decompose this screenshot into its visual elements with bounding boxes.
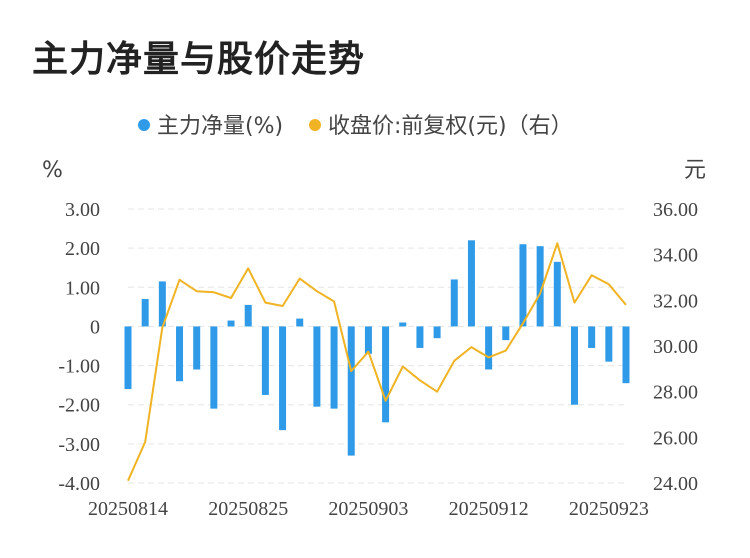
left-tick-label: -3.00 (58, 434, 100, 456)
chart-title: 主力净量与股价走势 (32, 39, 366, 80)
right-tick-label: 24.00 (653, 473, 698, 495)
bar (553, 261, 561, 327)
x-tick-label: 20250923 (569, 498, 649, 520)
left-unit-label: % (42, 158, 63, 183)
bar (158, 281, 166, 327)
x-tick-label: 20250903 (328, 498, 408, 520)
bar (313, 326, 321, 407)
bar (347, 326, 355, 456)
legend-label-line: 收盘价:前复权(元)（右） (328, 114, 573, 139)
legend: 主力净量(%) 收盘价:前复权(元)（右） (138, 114, 573, 139)
bar (519, 244, 527, 327)
right-tick-label: 30.00 (653, 336, 698, 358)
left-tick-label: -4.00 (58, 473, 100, 495)
bar (467, 240, 475, 327)
bar (382, 326, 390, 423)
bar (279, 326, 287, 431)
bar (296, 318, 304, 327)
legend-marker-line (309, 119, 321, 131)
right-axis-ticks: 36.00 34.00 32.00 30.00 28.00 26.00 24.00 (653, 199, 698, 495)
bar (244, 304, 252, 327)
bar (502, 326, 510, 341)
left-axis-ticks: 3.00 2.00 1.00 0 -1.00 -2.00 -3.00 -4.00 (58, 199, 100, 495)
line-series (127, 242, 627, 482)
bar (536, 246, 544, 327)
x-tick-label: 20250825 (208, 498, 288, 520)
right-tick-label: 34.00 (653, 245, 698, 267)
bar (416, 326, 424, 348)
bar-series (124, 240, 630, 456)
left-tick-label: 0 (90, 316, 100, 338)
bar (605, 326, 613, 362)
bar (261, 326, 269, 395)
left-tick-label: 1.00 (65, 277, 100, 299)
bar (210, 326, 218, 409)
price-line (127, 242, 627, 482)
bar (588, 326, 596, 348)
bar (227, 320, 235, 327)
bar (193, 326, 201, 370)
x-axis-ticks: 20250814 20250825 20250903 20250912 20250923 (88, 498, 649, 520)
right-tick-label: 28.00 (653, 382, 698, 404)
bar (330, 326, 338, 409)
left-tick-label: -2.00 (58, 395, 100, 417)
bar (141, 299, 149, 327)
bar (124, 326, 132, 390)
left-tick-label: 3.00 (65, 199, 100, 221)
left-tick-label: -1.00 (58, 356, 100, 378)
bar (450, 279, 458, 327)
bar (433, 326, 441, 339)
bar (570, 326, 578, 405)
left-tick-label: 2.00 (65, 238, 100, 260)
legend-marker-bar (138, 119, 150, 131)
right-tick-label: 26.00 (653, 427, 698, 449)
grid-lines (128, 208, 626, 484)
bar (622, 326, 630, 384)
bar (399, 322, 407, 327)
bar (485, 326, 493, 370)
right-tick-label: 36.00 (653, 199, 698, 221)
x-tick-label: 20250912 (449, 498, 529, 520)
x-tick-label: 20250814 (88, 498, 168, 520)
right-unit-label: 元 (684, 158, 706, 183)
bar (364, 326, 372, 354)
legend-label-bar: 主力净量(%) (157, 114, 283, 139)
bar (176, 326, 184, 382)
right-tick-label: 32.00 (653, 290, 698, 312)
